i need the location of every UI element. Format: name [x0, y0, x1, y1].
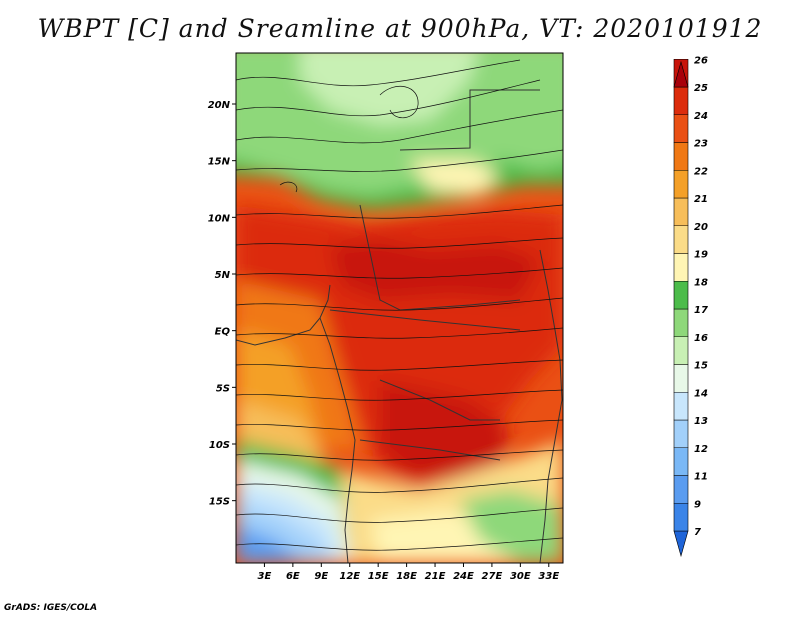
- colorbar-cell: [673, 419, 689, 449]
- colorbar-cell: [673, 253, 689, 282]
- x-tick-label: 30E: [510, 571, 531, 582]
- colorbar-cell: [673, 142, 689, 171]
- chart-title: WBPT [C] and Sreamline at 900hPa, VT: 20…: [37, 14, 763, 43]
- colorbar-cell: [673, 280, 689, 310]
- colorbar-label: 17: [694, 305, 708, 316]
- colorbar-label: 26: [694, 55, 708, 66]
- streamlines: [236, 59, 563, 551]
- colorbar-cell: [673, 475, 689, 504]
- plot-frame: [235, 52, 564, 564]
- colorbar-label: 14: [694, 388, 708, 399]
- colorbar-label: 20: [694, 222, 708, 233]
- x-tick-label: 12E: [339, 571, 360, 582]
- x-tick-label: 33E: [538, 571, 559, 582]
- y-tick-label: 10S: [209, 440, 230, 451]
- colorbar-label: 15: [694, 361, 708, 372]
- colorbar-label: 24: [694, 111, 708, 122]
- colorbar-cell: [673, 86, 689, 116]
- colorbar-label: 19: [694, 250, 708, 261]
- colorbar-label: 23: [694, 139, 708, 150]
- y-tick-label: 5S: [216, 383, 230, 394]
- y-tick-label: 15S: [209, 497, 230, 508]
- colorbar-cell: [673, 502, 689, 532]
- colorbar-cell: [673, 336, 689, 365]
- colorbar-cell: [673, 364, 689, 393]
- colorbar: 7 9 11 12 13 14 15 16 17 18 19 20 21 22 23 24 25 26: [673, 55, 708, 558]
- x-axis: 3E 6E 9E 12E 15E 18E 21E 24E 27E 30E 33E: [258, 563, 559, 582]
- colorbar-cell: [673, 197, 689, 227]
- colorbar-label: 13: [694, 416, 708, 427]
- colorbar-cell: [673, 169, 689, 199]
- x-tick-label: 3E: [258, 571, 272, 582]
- heatmap-field: [236, 53, 563, 563]
- x-tick-label: 24E: [453, 571, 474, 582]
- y-tick-label: 5N: [215, 270, 231, 281]
- colorbar-label: 16: [694, 333, 708, 344]
- colorbar-cell: [673, 391, 689, 421]
- x-tick-label: 18E: [396, 571, 417, 582]
- colorbar-label: 18: [694, 277, 708, 288]
- colorbar-label: 21: [694, 194, 708, 205]
- x-tick-label: 21E: [425, 571, 446, 582]
- y-tick-label: EQ: [215, 327, 231, 338]
- x-tick-label: 15E: [368, 571, 389, 582]
- colorbar-cell: [673, 447, 689, 476]
- grads-credit: GrADS: IGES/COLA: [4, 603, 98, 613]
- y-tick-label: 20N: [208, 100, 231, 111]
- x-tick-label: 27E: [482, 571, 503, 582]
- coastline-borders: [236, 89, 563, 563]
- colorbar-under-arrow: [673, 530, 689, 558]
- colorbar-label: 12: [694, 444, 708, 455]
- colorbar-label: 22: [694, 166, 708, 177]
- y-axis: 20N 15N 10N 5N EQ 5S 10S 15S: [208, 100, 236, 508]
- y-tick-label: 10N: [208, 213, 231, 224]
- x-tick-label: 6E: [286, 571, 300, 582]
- colorbar-cell: [673, 114, 689, 143]
- colorbar-label: 25: [694, 83, 708, 94]
- colorbar-cell: [673, 225, 689, 254]
- colorbar-label: 9: [694, 499, 701, 510]
- x-tick-label: 9E: [314, 571, 328, 582]
- colorbar-label: 11: [694, 472, 708, 483]
- colorbar-label: 7: [694, 527, 701, 538]
- colorbar-over-arrow: [673, 60, 689, 88]
- y-tick-label: 15N: [208, 157, 231, 168]
- colorbar-cell: [673, 308, 689, 338]
